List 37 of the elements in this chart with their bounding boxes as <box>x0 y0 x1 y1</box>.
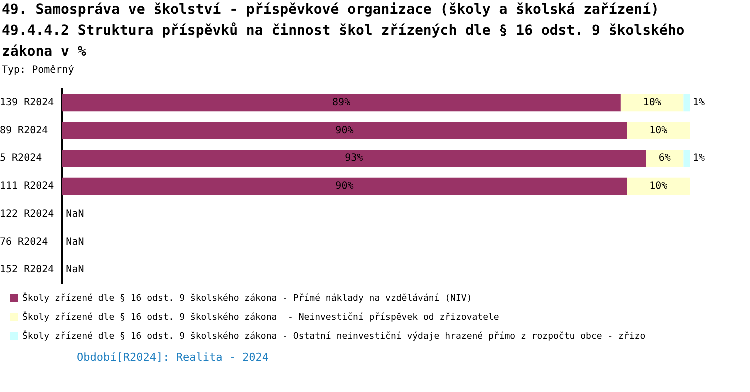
text: NaN <box>66 208 84 220</box>
y-tick-label: 89 R2024 <box>0 125 48 136</box>
chart-title: 49. Samospráva ve školství - příspěvkové organizace (školy a školská zařízení) <box>1 1 660 20</box>
data-label: 6% <box>658 153 671 164</box>
text: NaN <box>66 236 84 248</box>
y-tick-label: 76 R2024 <box>0 236 48 248</box>
bar <box>62 122 628 140</box>
text: Období[R2024]: Realita - 2024 <box>77 351 270 364</box>
bar <box>62 178 628 196</box>
data-label: 90% <box>336 181 354 192</box>
data-label: 93% <box>345 153 364 164</box>
data-label: 90% <box>336 125 354 136</box>
chart-subtitle: 49.4.4.2 Struktura příspěvků na činnost škol zřízených dle § 16 odst. 9 školského zákona v % <box>1 22 686 62</box>
data-label: 89% <box>332 98 351 109</box>
bar <box>62 94 621 112</box>
data-label: 1% <box>693 153 706 164</box>
data-label: 10% <box>650 181 668 192</box>
bar <box>627 178 690 196</box>
y-tick-label: 139 R2024 <box>0 98 54 109</box>
legend-label: Školy zřízené dle § 16 odst. 9 školského zákona - Přímé náklady na vzdělávání (NIV) <box>22 292 472 304</box>
legend-label: Školy zřízené dle § 16 odst. 9 školského zákona - Neinvestiční příspěvek od zřizovatele <box>22 310 500 323</box>
bar <box>62 150 646 168</box>
bar <box>620 94 684 112</box>
data-label: 1% <box>693 98 706 109</box>
data-label: 10% <box>650 125 668 136</box>
y-tick-label: 122 R2024 <box>0 208 54 220</box>
text: NaN <box>66 264 84 276</box>
bar <box>646 150 684 168</box>
data-label: 10% <box>643 98 662 109</box>
bar <box>684 150 690 168</box>
y-tick-label: 5 R2024 <box>0 153 42 164</box>
bar <box>684 94 690 112</box>
y-tick-label: 111 R2024 <box>0 181 54 192</box>
text: Typ: Poměrný <box>2 65 76 78</box>
bar <box>627 122 690 140</box>
y-tick-label: 152 R2024 <box>0 264 54 276</box>
legend-label: Školy zřízené dle § 16 odst. 9 školského zákona - Ostatní neinvestiční výdaje hrazené přímo z rozpočtu obce - zřizo <box>22 330 646 342</box>
